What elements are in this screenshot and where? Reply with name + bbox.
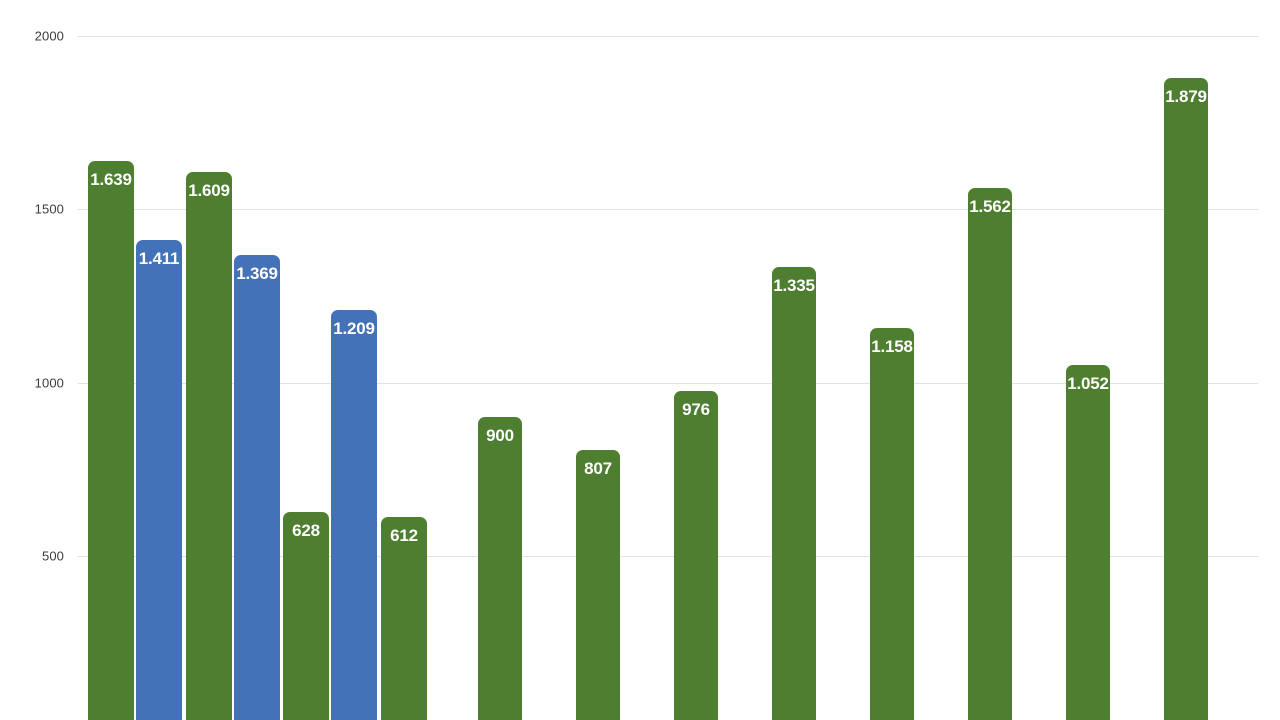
bar[interactable]: 1.052 — [1066, 364, 1110, 720]
bar-value-label: 612 — [390, 526, 418, 546]
bar[interactable]: 976 — [674, 390, 718, 720]
bar[interactable]: 1.411 — [136, 240, 182, 720]
gridline-2000 — [78, 36, 1258, 37]
y-tick-label-500: 500 — [42, 548, 64, 564]
bar-value-label: 1.562 — [969, 196, 1011, 216]
bar[interactable]: 1.639 — [88, 161, 134, 720]
bar[interactable]: 1.158 — [870, 327, 914, 720]
gridline-1000 — [78, 382, 1258, 384]
bar-value-label: 1.609 — [188, 180, 230, 200]
bar-value-label: 1.158 — [871, 336, 913, 356]
bar-value-label: 1.411 — [138, 249, 180, 269]
bar[interactable]: 1.562 — [968, 187, 1012, 720]
bar-value-label: 1.639 — [90, 170, 132, 190]
bar[interactable]: 612 — [381, 517, 427, 720]
bar-value-label: 900 — [486, 426, 514, 446]
bar-value-label: 1.369 — [236, 263, 278, 283]
gridline-500 — [78, 556, 1258, 557]
bar-value-label: 807 — [584, 458, 612, 478]
bar-value-label: 628 — [292, 520, 320, 540]
bar[interactable]: 1.879 — [1164, 77, 1208, 720]
bar[interactable]: 628 — [283, 511, 329, 720]
y-tick-label-1500: 1500 — [34, 201, 64, 217]
bar-value-label: 976 — [682, 399, 710, 419]
bar-value-label: 1.335 — [773, 275, 815, 295]
bar[interactable]: 1.335 — [772, 266, 816, 720]
bar[interactable]: 1.369 — [234, 254, 280, 720]
bar-value-label: 1.209 — [333, 319, 375, 339]
gridline-1500 — [78, 209, 1258, 211]
bar[interactable]: 807 — [576, 449, 620, 720]
y-tick-label-1000: 1000 — [34, 375, 64, 391]
bar[interactable]: 1.209 — [331, 310, 377, 720]
bar[interactable]: 1.609 — [186, 171, 232, 720]
bar[interactable]: 900 — [478, 417, 522, 720]
bar-value-label: 1.879 — [1165, 86, 1207, 106]
bar-value-label: 1.052 — [1067, 373, 1109, 393]
y-tick-label-2000: 2000 — [34, 28, 64, 44]
